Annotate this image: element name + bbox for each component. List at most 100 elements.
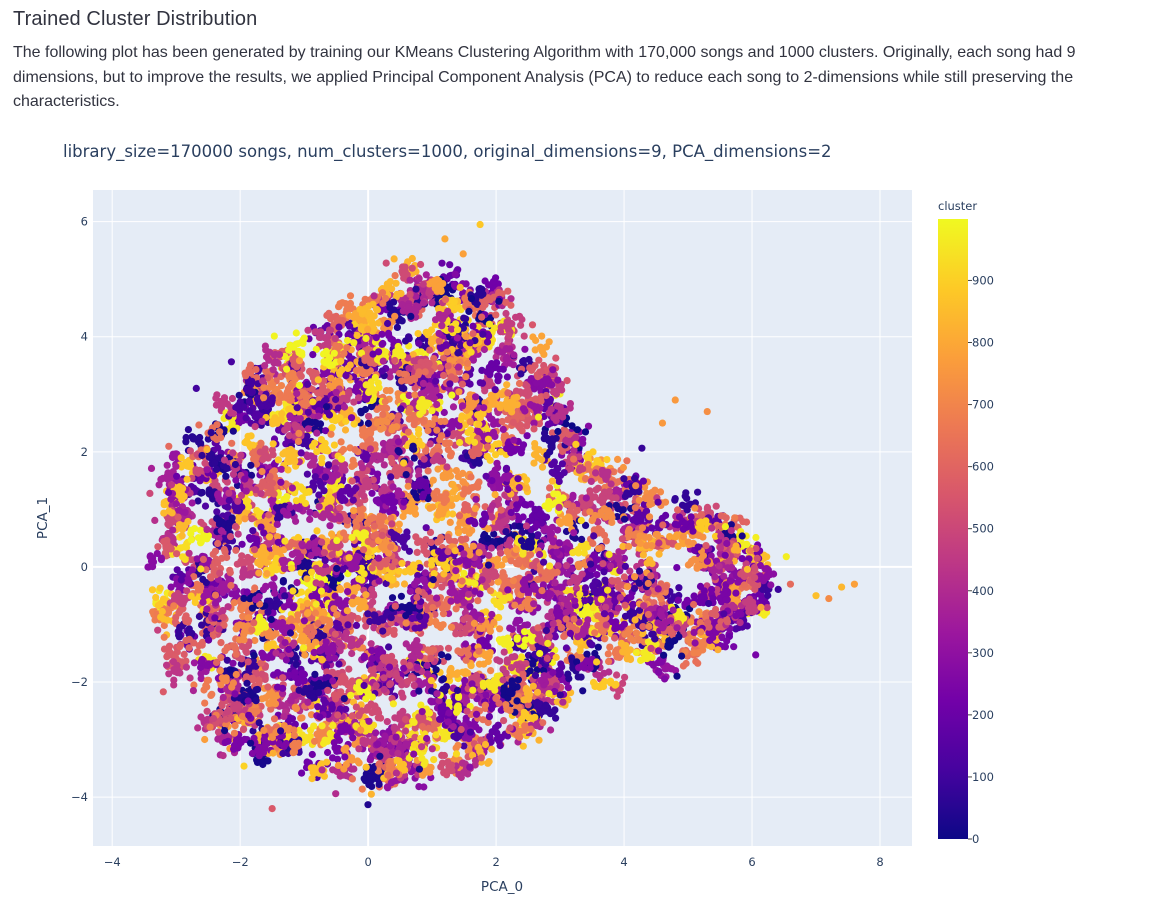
scatter-point [336,584,344,592]
scatter-point [538,463,547,471]
scatter-point [269,691,277,700]
scatter-point [238,552,246,560]
scatter-point [475,726,483,734]
scatter-point [342,300,350,308]
scatter-point [563,570,572,578]
scatter-point [694,659,702,667]
scatter-point [196,477,204,485]
scatter-point [458,454,466,462]
scatter-point [294,533,302,542]
scatter-point [505,594,513,602]
scatter-point [181,543,189,551]
scatter-point [440,408,448,417]
scatter-point [230,599,238,607]
scatter-point [415,430,423,438]
scatter-point [307,452,315,460]
scatter-point [521,501,529,509]
scatter-point [557,660,565,668]
scatter-point [230,741,239,749]
scatter-point [221,738,229,747]
scatter-point [406,276,414,284]
scatter-point [336,378,344,386]
scatter-point [349,456,357,464]
scatter-point [774,585,782,594]
scatter-point [697,510,706,519]
scatter-point [327,374,335,382]
scatter-point [271,700,280,708]
scatter-point [489,428,498,436]
scatter-point [397,405,405,413]
scatter-point [449,403,458,411]
scatter-point [172,450,180,458]
scatter-point [351,584,359,592]
scatter-point [325,309,333,317]
scatter-point [358,427,366,435]
scatter-point [493,599,501,607]
scatter-point [517,321,525,329]
scatter-point [675,584,683,592]
scatter-point [538,332,546,340]
scatter-point [730,643,738,651]
scatter-point [490,530,498,538]
scatter-point [196,585,204,594]
scatter-point [400,580,409,588]
scatter-point [366,756,374,764]
scatter-point [499,596,507,604]
scatter-point [346,292,355,300]
scatter-point [213,508,221,516]
scatter-point [437,417,445,426]
scatter-point [242,438,250,447]
scatter-point [239,602,247,611]
scatter-point [415,783,423,791]
scatter-point [520,332,528,340]
scatter-point [486,415,495,423]
scatter-point [182,433,190,442]
chart-title: library_size=170000 songs, num_clusters=… [63,142,832,161]
scatter-point [253,758,262,767]
scatter-point [340,463,348,471]
scatter-point [197,518,205,526]
scatter-point [714,646,722,654]
scatter-point [446,518,454,527]
scatter-point [488,610,496,619]
scatter-point [292,705,300,713]
scatter-point [513,501,521,509]
scatter-point [399,393,408,401]
scatter-point [439,728,447,737]
scatter-point [401,271,409,280]
scatter-point [574,560,582,569]
page-title: Trained Cluster Distribution [13,8,258,30]
scatter-point [368,489,376,497]
scatter-point [470,721,478,730]
scatter-point [494,555,502,563]
scatter-point [492,353,500,361]
scatter-point [449,510,457,518]
scatter-point [464,428,472,437]
scatter-point [390,255,398,263]
scatter-point [164,520,172,528]
scatter-point [343,306,351,314]
scatter-point [422,271,430,279]
scatter-point [251,636,259,645]
scatter-point [475,420,483,428]
scatter-point [355,745,363,753]
scatter-point [433,426,441,434]
scatter-point [264,757,272,765]
scatter-point [387,514,395,522]
scatter-point [713,586,721,594]
scatter-point [475,459,483,467]
scatter-point [712,502,720,510]
scatter-point [517,421,525,429]
scatter-point [667,597,675,605]
scatter-point [695,608,703,616]
scatter-point [487,667,495,675]
scatter-point [386,387,394,395]
scatter-point [764,591,772,600]
scatter-point [503,381,511,389]
scatter-point [380,513,388,521]
scatter-point [674,596,683,604]
scatter-point [195,612,203,621]
scatter-point [405,391,413,399]
scatter-point [411,391,419,399]
